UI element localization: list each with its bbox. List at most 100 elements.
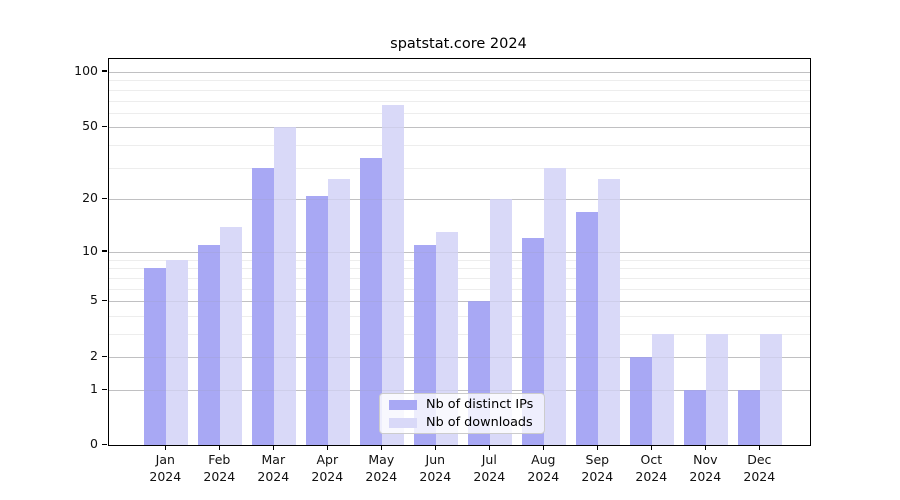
gridline-minor <box>109 334 810 336</box>
gridline-overlay <box>109 199 810 201</box>
x-axis-tick <box>326 445 328 450</box>
x-label-month: May <box>368 452 395 467</box>
y-axis-tick-label: 1 <box>90 381 98 397</box>
x-label-month: Jun <box>425 452 446 467</box>
gridline-major <box>109 127 810 129</box>
y-axis-tick-label: 5 <box>90 292 98 308</box>
gridline-minor <box>109 100 810 102</box>
y-axis-tick-label: 10 <box>82 242 98 258</box>
chart-title: spatstat.core 2024 <box>390 36 527 52</box>
x-label-year: 2024 <box>149 468 182 484</box>
bar-downloads-jan <box>166 259 189 445</box>
bar-distinct-ips-mar <box>252 167 275 445</box>
x-label-year: 2024 <box>419 468 452 484</box>
legend-label-distinct-ips: Nb of distinct IPs <box>426 397 534 412</box>
x-axis-tick-label: Oct 2024 <box>623 452 679 485</box>
bar-distinct-ips-dec <box>738 390 761 445</box>
x-axis-tick <box>704 445 706 450</box>
y-axis-tick-label: 100 <box>74 62 98 78</box>
gridline-overlay <box>109 251 810 253</box>
gridline-major <box>109 301 810 303</box>
x-axis-tick <box>650 445 652 450</box>
x-axis-tick-label: Dec 2024 <box>731 452 787 485</box>
gridline-overlay <box>109 390 810 392</box>
x-label-month: Nov <box>693 452 718 467</box>
y-axis-tick <box>102 125 107 128</box>
legend-swatch-downloads <box>389 417 417 428</box>
y-axis-tick <box>102 250 107 252</box>
x-label-year: 2024 <box>581 468 614 484</box>
y-axis-tick <box>102 388 107 391</box>
x-axis-tick <box>488 445 490 450</box>
gridline-minor <box>109 268 810 270</box>
gridline-minor <box>109 315 810 317</box>
x-axis-tick-label: Sep 2024 <box>569 452 625 485</box>
x-label-month: Apr <box>316 452 339 467</box>
gridline-major <box>109 71 810 73</box>
gridline-minor <box>109 112 810 114</box>
bar-downloads-feb <box>220 226 243 445</box>
x-label-year: 2024 <box>365 468 398 484</box>
y-axis-tick <box>102 70 107 72</box>
x-label-month: Jul <box>481 452 497 467</box>
x-axis-tick <box>542 445 544 450</box>
x-axis-tick <box>380 445 382 450</box>
bar-distinct-ips-may <box>360 158 383 445</box>
y-axis-tick-label: 2 <box>90 348 98 364</box>
x-axis-tick-label: Aug 2024 <box>515 452 571 485</box>
x-axis-tick-label: Apr 2024 <box>299 452 355 485</box>
x-axis-tick <box>596 445 598 450</box>
x-label-year: 2024 <box>257 468 290 484</box>
gridline-minor <box>109 277 810 279</box>
gridline-major <box>109 390 810 392</box>
bar-downloads-may <box>382 105 405 445</box>
gridline-overlay <box>109 301 810 303</box>
y-axis-tick <box>102 299 107 302</box>
x-axis-tick-label: Jun 2024 <box>407 452 463 485</box>
x-label-month: Dec <box>747 452 772 467</box>
bar-distinct-ips-apr <box>306 195 329 445</box>
bar-downloads-jun <box>436 232 459 445</box>
bar-downloads-aug <box>544 167 567 445</box>
bar-distinct-ips-nov <box>684 390 707 445</box>
gridline-overlay <box>109 71 810 73</box>
bar-downloads-sep <box>598 179 621 445</box>
x-label-year: 2024 <box>743 468 776 484</box>
gridline-minor <box>109 145 810 147</box>
x-axis-tick <box>218 445 220 450</box>
x-axis-tick <box>164 445 166 450</box>
x-label-year: 2024 <box>203 468 236 484</box>
gridline-minor <box>109 288 810 290</box>
x-label-month: Mar <box>261 452 286 467</box>
gridline-major <box>109 251 810 253</box>
plot-area: Nb of distinct IPs Nb of downloads <box>108 58 811 446</box>
x-label-month: Feb <box>208 452 231 467</box>
x-label-month: Sep <box>585 452 610 467</box>
x-axis-tick-label: Jan 2024 <box>137 452 193 485</box>
bar-downloads-jul <box>490 199 513 445</box>
bar-downloads-oct <box>652 334 675 445</box>
legend-item-downloads: Nb of downloads <box>380 415 544 430</box>
gridline-minor <box>109 89 810 91</box>
x-axis-tick-label: May 2024 <box>353 452 409 485</box>
bar-downloads-apr <box>328 179 351 445</box>
x-label-year: 2024 <box>635 468 668 484</box>
x-axis-tick-label: Jul 2024 <box>461 452 517 485</box>
x-axis-tick-label: Nov 2024 <box>677 452 733 485</box>
y-axis-tick <box>102 443 107 445</box>
x-label-year: 2024 <box>311 468 344 484</box>
x-label-month: Aug <box>531 452 556 467</box>
y-axis-tick-label: 50 <box>82 118 98 134</box>
gridline-major <box>109 357 810 359</box>
x-label-month: Jan <box>155 452 175 467</box>
x-axis-tick <box>434 445 436 450</box>
x-axis-tick <box>272 445 274 450</box>
bar-downloads-nov <box>706 334 729 445</box>
gridline-overlay <box>109 127 810 129</box>
x-label-year: 2024 <box>473 468 506 484</box>
bar-distinct-ips-jan <box>144 268 167 445</box>
bar-distinct-ips-feb <box>198 244 221 445</box>
gridline-minor <box>109 259 810 261</box>
y-axis-tick-label: 0 <box>90 436 98 451</box>
